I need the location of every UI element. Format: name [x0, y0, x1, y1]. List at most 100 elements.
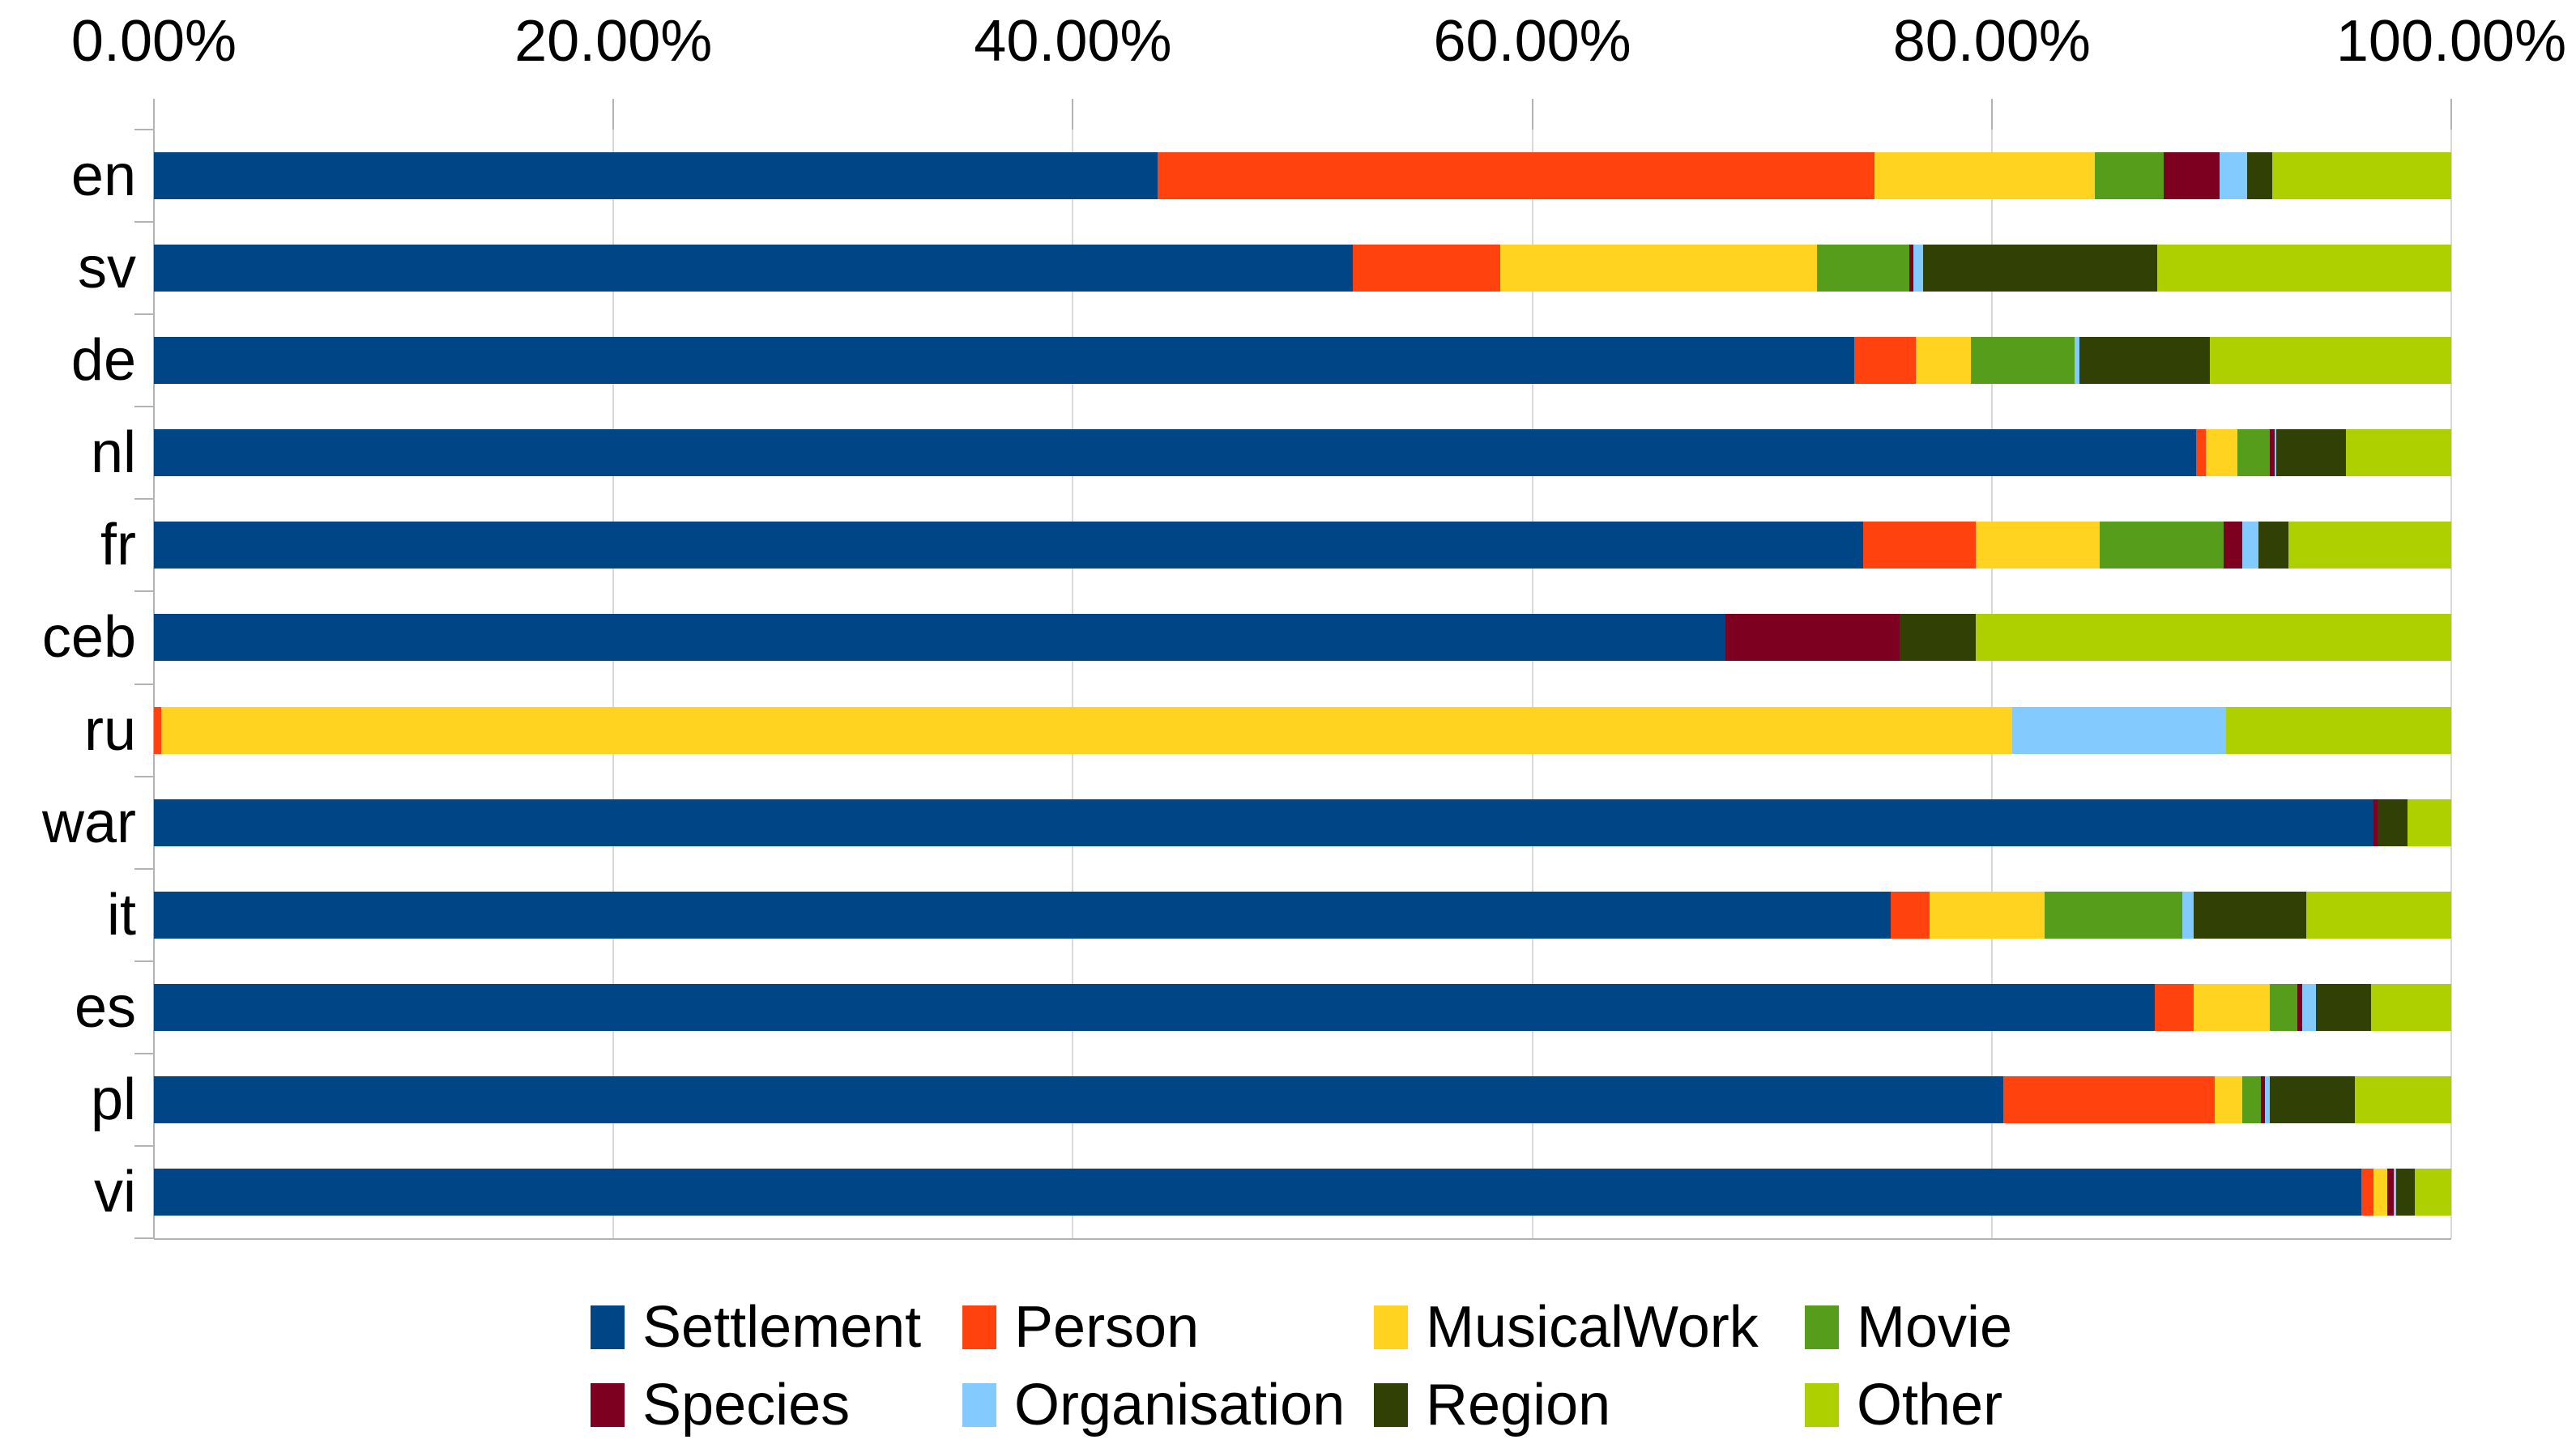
bar-segment-musicalwork [2194, 983, 2270, 1031]
y-axis-tick-mark [134, 590, 154, 593]
legend-swatch-other [1805, 1383, 1839, 1427]
y-axis-category-label: ru [83, 697, 136, 763]
y-axis-tick-mark [134, 221, 154, 224]
bar-segment-region [2258, 522, 2288, 569]
bar-segment-musicalwork [1499, 245, 1818, 292]
bar-segment-species [2386, 1168, 2395, 1216]
bar-segment-region [1900, 614, 1976, 662]
bar-segment-musicalwork [1874, 152, 2096, 200]
bar-segment-species [2373, 799, 2378, 846]
bar-segment-other [2306, 891, 2451, 939]
bar-row-en [154, 152, 2451, 200]
bar-segment-region [2378, 799, 2408, 846]
bar-segment-region [1922, 245, 2157, 292]
legend-swatch-musicalwork [1374, 1305, 1408, 1349]
vertical-gridline [1990, 130, 1993, 1238]
legend-item-region: Region [1374, 1372, 1610, 1438]
bar-segment-musicalwork [1975, 522, 2100, 569]
bar-segment-region [2276, 429, 2346, 477]
bar-segment-organisation [2241, 522, 2258, 569]
bar-segment-movie [2100, 522, 2224, 569]
bar-segment-settlement [154, 1075, 2003, 1123]
x-axis-tick-mark [612, 99, 615, 130]
bar-segment-species [2269, 429, 2275, 477]
bar-segment-other [2414, 1168, 2451, 1216]
y-axis-tick-mark [134, 406, 154, 408]
bar-segment-person [1891, 891, 1930, 939]
bar-segment-person [2196, 429, 2206, 477]
bar-segment-settlement [154, 522, 1863, 569]
bar-row-de [154, 337, 2451, 385]
x-axis-tick-mark [1072, 99, 1074, 130]
legend-item-species: Species [591, 1372, 850, 1438]
y-axis-tick-mark [134, 1237, 154, 1239]
legend-swatch-species [591, 1383, 625, 1427]
bar-segment-other [2345, 429, 2451, 477]
bar-segment-musicalwork [2373, 1168, 2387, 1216]
y-axis-category-label: de [70, 328, 136, 394]
bar-segment-region [2395, 1168, 2415, 1216]
bar-segment-organisation [2274, 429, 2277, 477]
bar-segment-species [2260, 1075, 2266, 1123]
legend-label: Person [1014, 1295, 1200, 1360]
bar-row-ceb [154, 614, 2451, 662]
bar-segment-species [1909, 245, 1914, 292]
bar-row-it [154, 891, 2451, 939]
bar-segment-region [2269, 1075, 2355, 1123]
y-axis-category-label: war [41, 790, 136, 855]
y-axis-tick-mark [134, 683, 154, 685]
legend-item-musicalwork: MusicalWork [1374, 1294, 1759, 1361]
bar-segment-species [1725, 614, 1900, 662]
y-axis-tick-mark [134, 867, 154, 870]
y-axis-tick-mark [134, 1052, 154, 1054]
legend-label: Region [1426, 1373, 1611, 1437]
legend-swatch-organisation [962, 1383, 996, 1427]
y-axis-tick-mark [134, 960, 154, 962]
bar-row-es [154, 983, 2451, 1031]
x-axis-tick-label: 100.00% [2335, 9, 2567, 74]
bar-segment-settlement [154, 337, 1854, 385]
bar-segment-other [1975, 614, 2451, 662]
legend-label: MusicalWork [1426, 1295, 1759, 1360]
legend-swatch-movie [1805, 1305, 1839, 1349]
y-axis-category-label: es [74, 974, 136, 1040]
y-axis-tick-mark [134, 313, 154, 316]
bar-segment-musicalwork [2214, 1075, 2242, 1123]
legend-label: Movie [1857, 1295, 2013, 1360]
bar-segment-person [2361, 1168, 2373, 1216]
y-axis-line [153, 130, 155, 1238]
legend-label: Settlement [642, 1295, 922, 1360]
vertical-gridline [1531, 130, 1533, 1238]
bar-segment-person [154, 706, 161, 754]
bar-segment-settlement [154, 614, 1725, 662]
bar-segment-settlement [154, 983, 2156, 1031]
bar-segment-movie [1971, 337, 2075, 385]
bar-segment-person [1158, 152, 1875, 200]
legend-label: Species [642, 1373, 851, 1437]
bar-segment-organisation [2301, 983, 2316, 1031]
bar-segment-movie [2045, 891, 2183, 939]
bar-row-ru [154, 706, 2451, 754]
bar-row-war [154, 799, 2451, 846]
bar-segment-musicalwork [160, 706, 2013, 754]
bar-segment-species [2164, 152, 2220, 200]
bar-segment-organisation [2012, 706, 2227, 754]
legend-swatch-settlement [591, 1305, 625, 1349]
bar-segment-organisation [1913, 245, 1923, 292]
bar-segment-settlement [154, 152, 1158, 200]
legend-item-person: Person [962, 1294, 1199, 1361]
bar-segment-species [2224, 522, 2242, 569]
bar-segment-region [2246, 152, 2272, 200]
bar-segment-organisation [2219, 152, 2247, 200]
vertical-gridline [1072, 130, 1074, 1238]
bar-segment-musicalwork [2205, 429, 2238, 477]
bar-segment-species [2297, 983, 2302, 1031]
x-axis-tick-mark [2450, 99, 2452, 130]
y-axis-tick-mark [134, 498, 154, 500]
y-axis-category-label: vi [94, 1159, 136, 1224]
bar-segment-movie [2095, 152, 2164, 200]
y-axis-category-label: en [70, 143, 136, 209]
bar-segment-person [1853, 337, 1917, 385]
y-axis-tick-mark [134, 1144, 154, 1147]
